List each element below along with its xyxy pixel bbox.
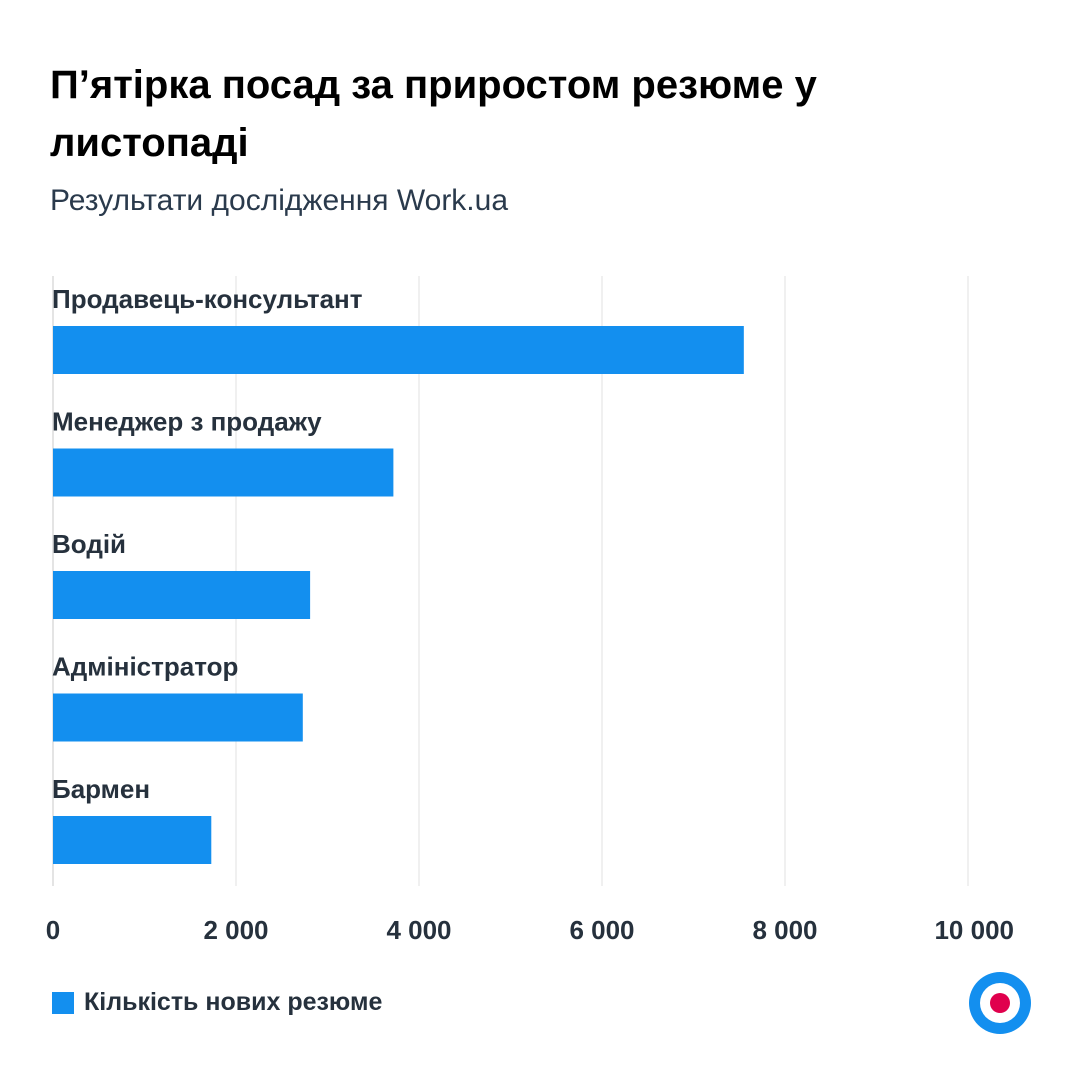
bar-chart: Продавець-консультант Менеджер з продажу В…: [46, 276, 1014, 945]
gridlines: [52, 276, 969, 886]
x-tick-label: 10 000: [934, 915, 1014, 945]
category-label: Водій: [52, 529, 126, 559]
x-tick-label: 2 000: [203, 915, 268, 945]
x-tick-label: 8 000: [752, 915, 817, 945]
legend-swatch: [52, 991, 74, 1014]
x-tick-label: 6 000: [569, 915, 634, 945]
bar: [53, 326, 744, 374]
bars: [53, 326, 744, 864]
category-label: Бармен: [52, 774, 150, 804]
category-label: Адміністратор: [52, 652, 238, 682]
bar: [53, 693, 303, 742]
work-ua-logo-icon: [969, 972, 1031, 1034]
legend: Кількість нових резюме: [52, 988, 382, 1017]
chart-title: П’ятірка посад за приростом резюме у лис…: [50, 63, 817, 165]
chart-subtitle: Результати дослідження Work.ua: [50, 184, 509, 217]
x-tick-label: 4 000: [386, 915, 451, 945]
x-tick-label: 0: [46, 915, 60, 945]
bar: [53, 816, 212, 864]
category-label: Менеджер з продажу: [52, 407, 322, 437]
bar: [53, 448, 394, 497]
category-label: Продавець-консультант: [52, 284, 363, 314]
bar: [53, 571, 311, 619]
x-tick-labels: 0 2 000 4 000 6 000 8 000 10 000: [46, 915, 1014, 945]
category-labels: Продавець-консультант Менеджер з продажу В…: [52, 284, 363, 804]
legend-label: Кількість нових резюме: [84, 988, 383, 1016]
